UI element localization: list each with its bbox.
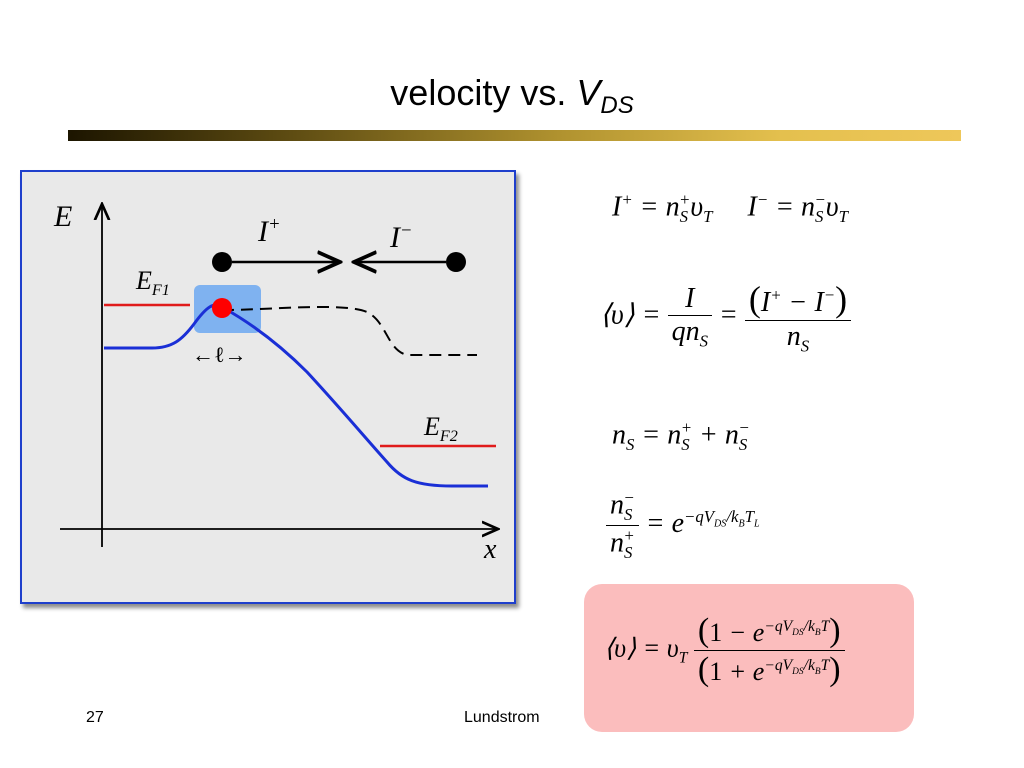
band-diagram-svg <box>60 172 514 547</box>
title-variable: V <box>576 72 601 113</box>
electron-dot <box>212 298 232 318</box>
i-minus-label: I− <box>390 220 413 255</box>
left-current-dot <box>212 252 232 272</box>
current-equations: I+ = nS+υT I− = nS−υT <box>612 190 848 226</box>
page-number: 27 <box>86 709 104 726</box>
frac-net-current-over-ns: (I+ − I−) nS <box>744 278 852 357</box>
ef2-label: EF2 <box>424 412 458 446</box>
title-subscript: DS <box>600 92 634 119</box>
mean-free-path-label: ←ℓ→ <box>192 342 247 367</box>
result-highlight-box <box>584 584 914 732</box>
density-ratio-equation: nS− nS+ = e−qVDS/kBTL <box>606 488 760 563</box>
conduction-band-curve <box>104 303 488 488</box>
i-minus-base: I <box>390 221 400 254</box>
ef1-base: E <box>136 266 152 295</box>
velocity-result-equation: ⟨υ⟩ = υT (1 − e−qVDS/kBT) (1 + e−qVDS/kB… <box>604 612 845 689</box>
dashed-band-curve <box>221 305 477 356</box>
i-plus-sup: + <box>268 214 281 235</box>
energy-axis-label: E <box>54 200 73 233</box>
energy-band-diagram: E x EF1 EF2 I+ I− ←ℓ→ <box>20 170 516 604</box>
ef2-subscript: F2 <box>439 428 458 446</box>
right-current-dot <box>446 252 466 272</box>
title-underline-bar <box>68 130 961 141</box>
author-footer: Lundstrom <box>464 709 540 726</box>
density-sum-equation: nS = nS+ + nS− <box>612 418 750 454</box>
slide-title: velocity vs. VDS <box>0 72 1024 120</box>
position-axis-label: x <box>484 534 497 565</box>
frac-density-ratio: nS− nS+ <box>606 488 639 563</box>
ef2-base: E <box>424 412 440 441</box>
i-plus-label: I+ <box>258 214 281 249</box>
i-plus-base: I <box>258 215 268 248</box>
i-minus-sup: − <box>400 220 413 241</box>
ef1-label: EF1 <box>136 266 170 300</box>
title-text: velocity vs. <box>390 72 577 113</box>
ef1-subscript: F1 <box>151 282 170 300</box>
frac-velocity-result: (1 − e−qVDS/kBT) (1 + e−qVDS/kBT) <box>693 612 845 689</box>
